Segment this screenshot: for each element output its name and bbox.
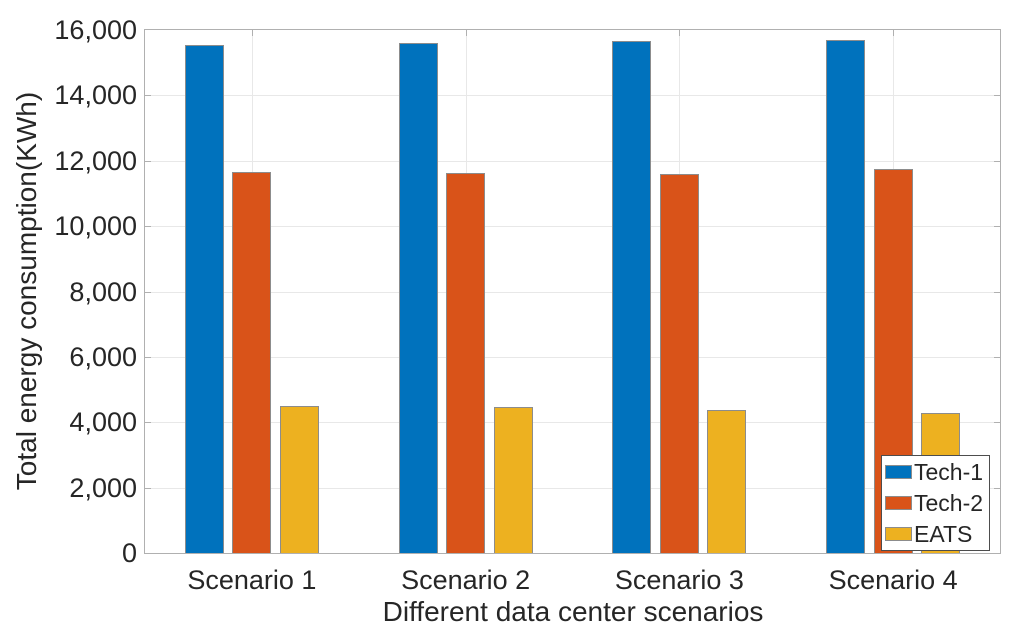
bar-tech-1-scenario-1: [185, 45, 224, 553]
legend: Tech-1 Tech-2 EATS: [881, 455, 990, 551]
x-tick-label-scenario-2: Scenario 2: [401, 565, 531, 595]
legend-swatch-tech-1: [885, 465, 912, 479]
legend-label-tech-1: Tech-1: [914, 459, 984, 485]
h-gridline: [145, 487, 1000, 489]
y-axis-label: Total energy consumption(KWh): [11, 91, 42, 491]
legend-label-eats: EATS: [914, 521, 973, 547]
y-tick-label: 8,000: [69, 276, 137, 307]
x-tick-label-scenario-3: Scenario 3: [614, 565, 744, 595]
y-tick-left: [145, 95, 151, 97]
x-tick-label-scenario-4: Scenario 4: [828, 565, 958, 595]
y-tick-label: 2,000: [69, 472, 137, 503]
bar-tech-2-scenario-1: [232, 172, 271, 553]
y-tick-label: 0: [121, 538, 137, 568]
y-tick-label: 10,000: [54, 211, 137, 242]
legend-item-eats: EATS: [882, 519, 989, 550]
bar-tech-1-scenario-4: [826, 40, 865, 553]
y-tick-right: [994, 487, 1000, 489]
bar-tech-2-scenario-2: [446, 173, 485, 553]
plot-area: [144, 29, 1001, 554]
y-tick-left: [145, 160, 151, 162]
y-tick-right: [994, 356, 1000, 358]
legend-swatch-eats: [885, 527, 912, 541]
y-tick-right: [994, 422, 1000, 424]
h-gridline: [145, 422, 1000, 424]
x-tick-top: [466, 30, 467, 36]
x-tick-label-scenario-1: Scenario 1: [187, 565, 317, 595]
y-tick-left: [145, 226, 151, 228]
legend-item-tech-2: Tech-2: [882, 488, 989, 519]
legend-swatch-tech-2: [885, 496, 912, 510]
bar-eats-scenario-1: [280, 406, 319, 553]
y-tick-label: 6,000: [69, 341, 137, 372]
y-tick-label: 12,000: [54, 145, 137, 176]
bar-tech-1-scenario-3: [612, 41, 651, 553]
y-tick-left: [145, 356, 151, 358]
y-tick-right: [994, 226, 1000, 228]
legend-item-tech-1: Tech-1: [882, 457, 989, 488]
y-tick-right: [994, 160, 1000, 162]
y-tick-label: 4,000: [69, 407, 137, 438]
y-tick-left: [145, 422, 151, 424]
x-tick-top: [679, 30, 680, 36]
x-tick-top: [893, 30, 894, 36]
y-tick-right: [994, 95, 1000, 97]
y-tick-right: [994, 291, 1000, 293]
bar-eats-scenario-3: [707, 410, 746, 553]
h-gridline: [145, 291, 1000, 293]
x-axis-label: Different data center scenarios: [382, 596, 764, 627]
y-tick-label: 14,000: [54, 80, 137, 111]
h-gridline: [145, 95, 1000, 97]
bar-tech-2-scenario-3: [660, 174, 699, 553]
bar-eats-scenario-2: [494, 407, 533, 553]
y-tick-label: 16,000: [54, 15, 137, 45]
h-gridline: [145, 226, 1000, 228]
h-gridline: [145, 356, 1000, 358]
x-tick-top: [252, 30, 253, 36]
y-tick-left: [145, 487, 151, 489]
y-tick-left: [145, 291, 151, 293]
bar-tech-1-scenario-2: [399, 43, 438, 553]
legend-label-tech-2: Tech-2: [914, 490, 984, 516]
h-gridline: [145, 160, 1000, 162]
